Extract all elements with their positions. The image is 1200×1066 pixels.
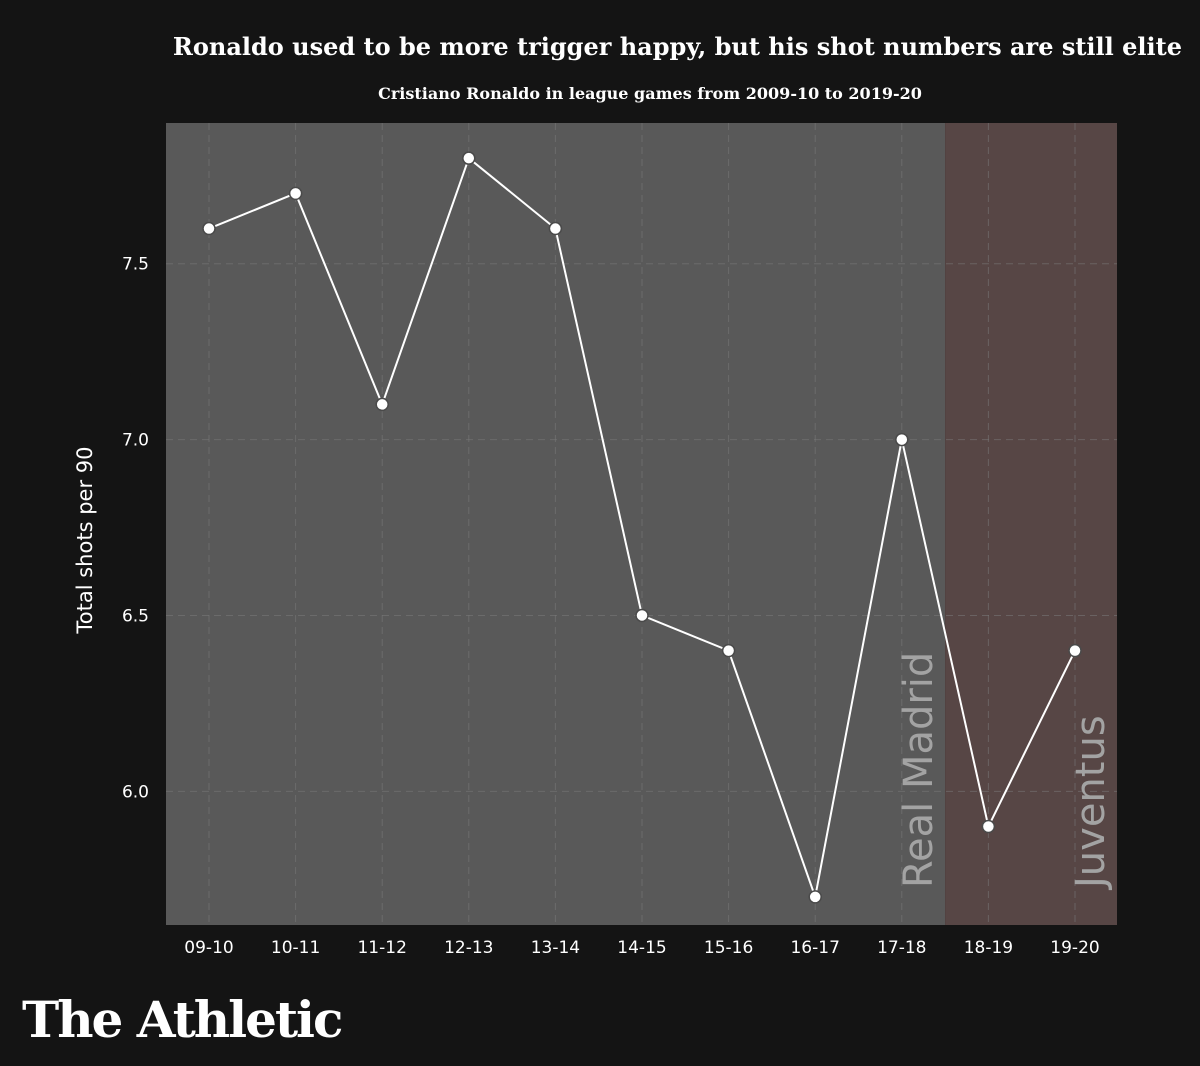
data-point [981, 819, 996, 834]
data-point [808, 890, 822, 904]
y-tick-label: 6.5 [122, 606, 149, 626]
data-point [721, 643, 736, 658]
x-tick-label: 15-16 [704, 938, 753, 958]
x-tick-label: 14-15 [617, 938, 666, 958]
y-tick-label: 7.0 [122, 431, 149, 451]
data-point [375, 397, 389, 412]
y-tick-label: 7.5 [122, 255, 149, 275]
data-point [202, 221, 216, 236]
region-label-1: Juventus [1068, 715, 1114, 891]
data-point [635, 608, 649, 623]
region-label-0: Real Madrid [896, 652, 942, 888]
x-tick-label: 12-13 [444, 938, 493, 958]
x-tick-label: 18-19 [964, 938, 1013, 958]
x-tick-label: 17-18 [877, 938, 926, 958]
x-tick-label: 11-12 [357, 938, 406, 958]
x-tick-label: 13-14 [531, 938, 580, 958]
x-tick-label: 10-11 [271, 938, 320, 958]
data-point [548, 221, 563, 236]
data-point [462, 151, 476, 165]
the-athletic-logo: The Athletic [22, 990, 343, 1049]
chart-subtitle: Cristiano Ronaldo in league games from 2… [378, 84, 922, 103]
y-tick-label: 6.0 [122, 782, 149, 802]
x-tick-label: 19-20 [1050, 938, 1099, 958]
chart-title: Ronaldo used to be more trigger happy, b… [172, 32, 1182, 61]
x-tick-label: 16-17 [790, 938, 839, 958]
data-point [1068, 643, 1082, 658]
data-point [895, 432, 909, 447]
data-point [288, 186, 303, 201]
x-tick-label: 09-10 [184, 938, 233, 958]
